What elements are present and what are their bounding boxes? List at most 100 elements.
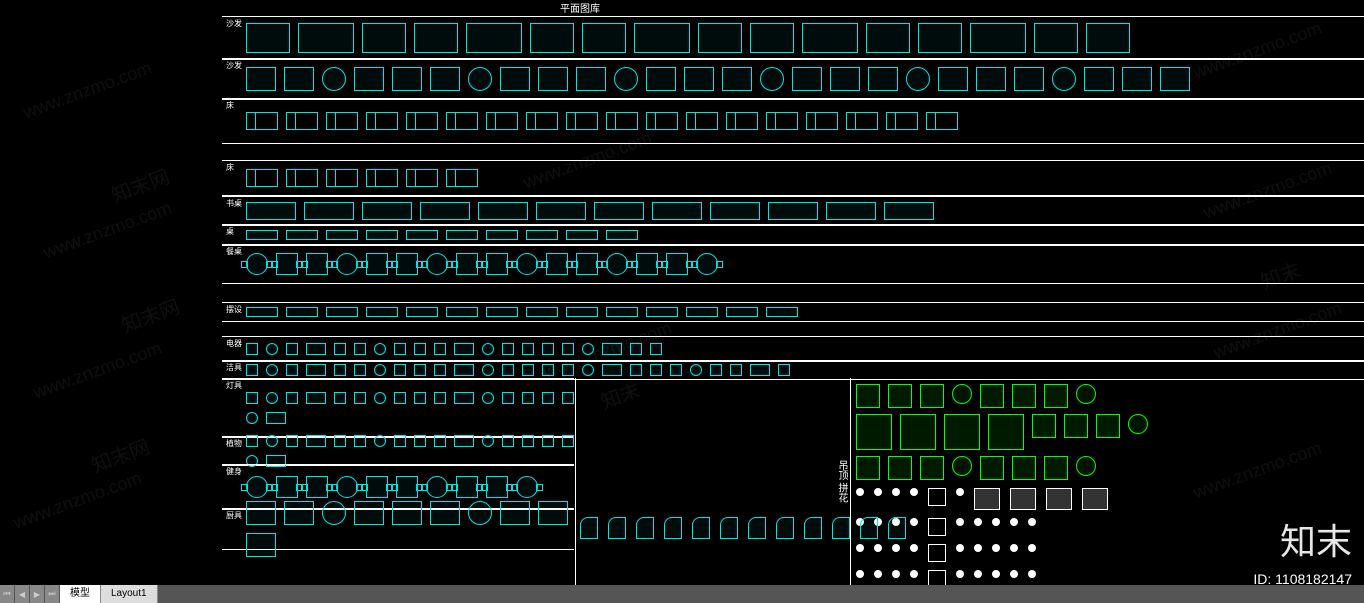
cad-block[interactable] bbox=[334, 364, 346, 376]
cad-block[interactable] bbox=[246, 202, 296, 220]
cad-block[interactable] bbox=[720, 517, 738, 539]
cad-block[interactable] bbox=[446, 112, 478, 130]
cad-block[interactable] bbox=[430, 67, 460, 91]
cad-block[interactable] bbox=[406, 307, 438, 317]
ceiling-shape[interactable] bbox=[874, 570, 882, 578]
cad-block[interactable] bbox=[860, 517, 878, 539]
cad-block[interactable] bbox=[1084, 67, 1114, 91]
cad-block[interactable] bbox=[526, 307, 558, 317]
cad-block[interactable] bbox=[426, 253, 448, 275]
cad-block[interactable] bbox=[486, 476, 508, 498]
cad-block[interactable] bbox=[580, 517, 598, 539]
cad-block[interactable] bbox=[832, 517, 850, 539]
cad-block[interactable] bbox=[354, 501, 384, 525]
ceiling-pattern[interactable] bbox=[1064, 414, 1088, 438]
cad-block[interactable] bbox=[482, 343, 494, 355]
cad-block[interactable] bbox=[406, 169, 438, 187]
cad-block[interactable] bbox=[246, 307, 278, 317]
ceiling-shape[interactable] bbox=[910, 570, 918, 578]
ceiling-shape[interactable] bbox=[1010, 488, 1036, 510]
cad-block[interactable] bbox=[246, 533, 276, 557]
ceiling-shape[interactable] bbox=[992, 570, 1000, 578]
cad-block[interactable] bbox=[650, 364, 662, 376]
ceiling-shape[interactable] bbox=[956, 570, 964, 578]
cad-block[interactable] bbox=[582, 23, 626, 53]
cad-block[interactable] bbox=[246, 501, 276, 525]
cad-block[interactable] bbox=[652, 202, 702, 220]
cad-block[interactable] bbox=[500, 67, 530, 91]
cad-block[interactable] bbox=[804, 517, 822, 539]
cad-block[interactable] bbox=[866, 23, 910, 53]
cad-block[interactable] bbox=[698, 23, 742, 53]
tab-next-icon[interactable]: ▶ bbox=[30, 585, 45, 603]
cad-block[interactable] bbox=[608, 517, 626, 539]
cad-block[interactable] bbox=[366, 230, 398, 240]
cad-block[interactable] bbox=[826, 202, 876, 220]
cad-block[interactable] bbox=[354, 364, 366, 376]
ceiling-shape[interactable] bbox=[1028, 544, 1036, 552]
cad-block[interactable] bbox=[686, 112, 718, 130]
cad-block[interactable] bbox=[646, 112, 678, 130]
cad-block[interactable] bbox=[486, 230, 518, 240]
cad-block[interactable] bbox=[266, 412, 286, 424]
cad-block[interactable] bbox=[456, 476, 478, 498]
cad-block[interactable] bbox=[522, 435, 534, 447]
cad-block[interactable] bbox=[566, 112, 598, 130]
ceiling-pattern[interactable] bbox=[920, 384, 944, 408]
cad-block[interactable] bbox=[246, 435, 258, 447]
cad-block[interactable] bbox=[614, 67, 638, 91]
ceiling-shape[interactable] bbox=[974, 544, 982, 552]
cad-block[interactable] bbox=[394, 343, 406, 355]
ceiling-pattern[interactable] bbox=[1096, 414, 1120, 438]
cad-block[interactable] bbox=[526, 112, 558, 130]
cad-block[interactable] bbox=[542, 392, 554, 404]
cad-block[interactable] bbox=[666, 253, 688, 275]
cad-block[interactable] bbox=[362, 202, 412, 220]
cad-block[interactable] bbox=[938, 67, 968, 91]
ceiling-shape[interactable] bbox=[1010, 570, 1018, 578]
cad-block[interactable] bbox=[366, 476, 388, 498]
cad-block[interactable] bbox=[286, 435, 298, 447]
ceiling-shape[interactable] bbox=[1010, 518, 1018, 526]
tab-layout1[interactable]: Layout1 bbox=[101, 585, 158, 603]
cad-block[interactable] bbox=[542, 435, 554, 447]
ceiling-pattern[interactable] bbox=[1044, 456, 1068, 480]
cad-block[interactable] bbox=[246, 169, 278, 187]
cad-block[interactable] bbox=[326, 169, 358, 187]
ceiling-shape[interactable] bbox=[856, 570, 864, 578]
cad-block[interactable] bbox=[414, 392, 426, 404]
ceiling-shape[interactable] bbox=[956, 518, 964, 526]
cad-block[interactable] bbox=[650, 343, 662, 355]
ceiling-pattern[interactable] bbox=[952, 456, 972, 476]
cad-block[interactable] bbox=[394, 364, 406, 376]
cad-block[interactable] bbox=[538, 67, 568, 91]
ceiling-pattern[interactable] bbox=[952, 384, 972, 404]
ceiling-pattern[interactable] bbox=[1012, 384, 1036, 408]
cad-block[interactable] bbox=[394, 435, 406, 447]
ceiling-shape[interactable] bbox=[874, 488, 882, 496]
cad-block[interactable] bbox=[366, 253, 388, 275]
cad-block[interactable] bbox=[426, 476, 448, 498]
ceiling-shape[interactable] bbox=[956, 488, 964, 496]
cad-block[interactable] bbox=[1160, 67, 1190, 91]
cad-block[interactable] bbox=[502, 392, 514, 404]
ceiling-shape[interactable] bbox=[928, 544, 946, 562]
ceiling-pattern[interactable] bbox=[856, 384, 880, 408]
ceiling-pattern[interactable] bbox=[1076, 384, 1096, 404]
ceiling-pattern[interactable] bbox=[988, 414, 1024, 450]
cad-block[interactable] bbox=[434, 343, 446, 355]
cad-block[interactable] bbox=[374, 435, 386, 447]
cad-block[interactable] bbox=[690, 364, 702, 376]
ceiling-shape[interactable] bbox=[974, 518, 982, 526]
cad-block[interactable] bbox=[582, 364, 594, 376]
cad-block[interactable] bbox=[374, 364, 386, 376]
cad-block[interactable] bbox=[454, 392, 474, 404]
cad-block[interactable] bbox=[976, 67, 1006, 91]
cad-block[interactable] bbox=[298, 23, 354, 53]
tab-prev-icon[interactable]: ◀ bbox=[15, 585, 30, 603]
cad-block[interactable] bbox=[392, 67, 422, 91]
cad-block[interactable] bbox=[582, 343, 594, 355]
ceiling-pattern[interactable] bbox=[980, 456, 1004, 480]
ceiling-pattern[interactable] bbox=[944, 414, 980, 450]
cad-block[interactable] bbox=[434, 364, 446, 376]
